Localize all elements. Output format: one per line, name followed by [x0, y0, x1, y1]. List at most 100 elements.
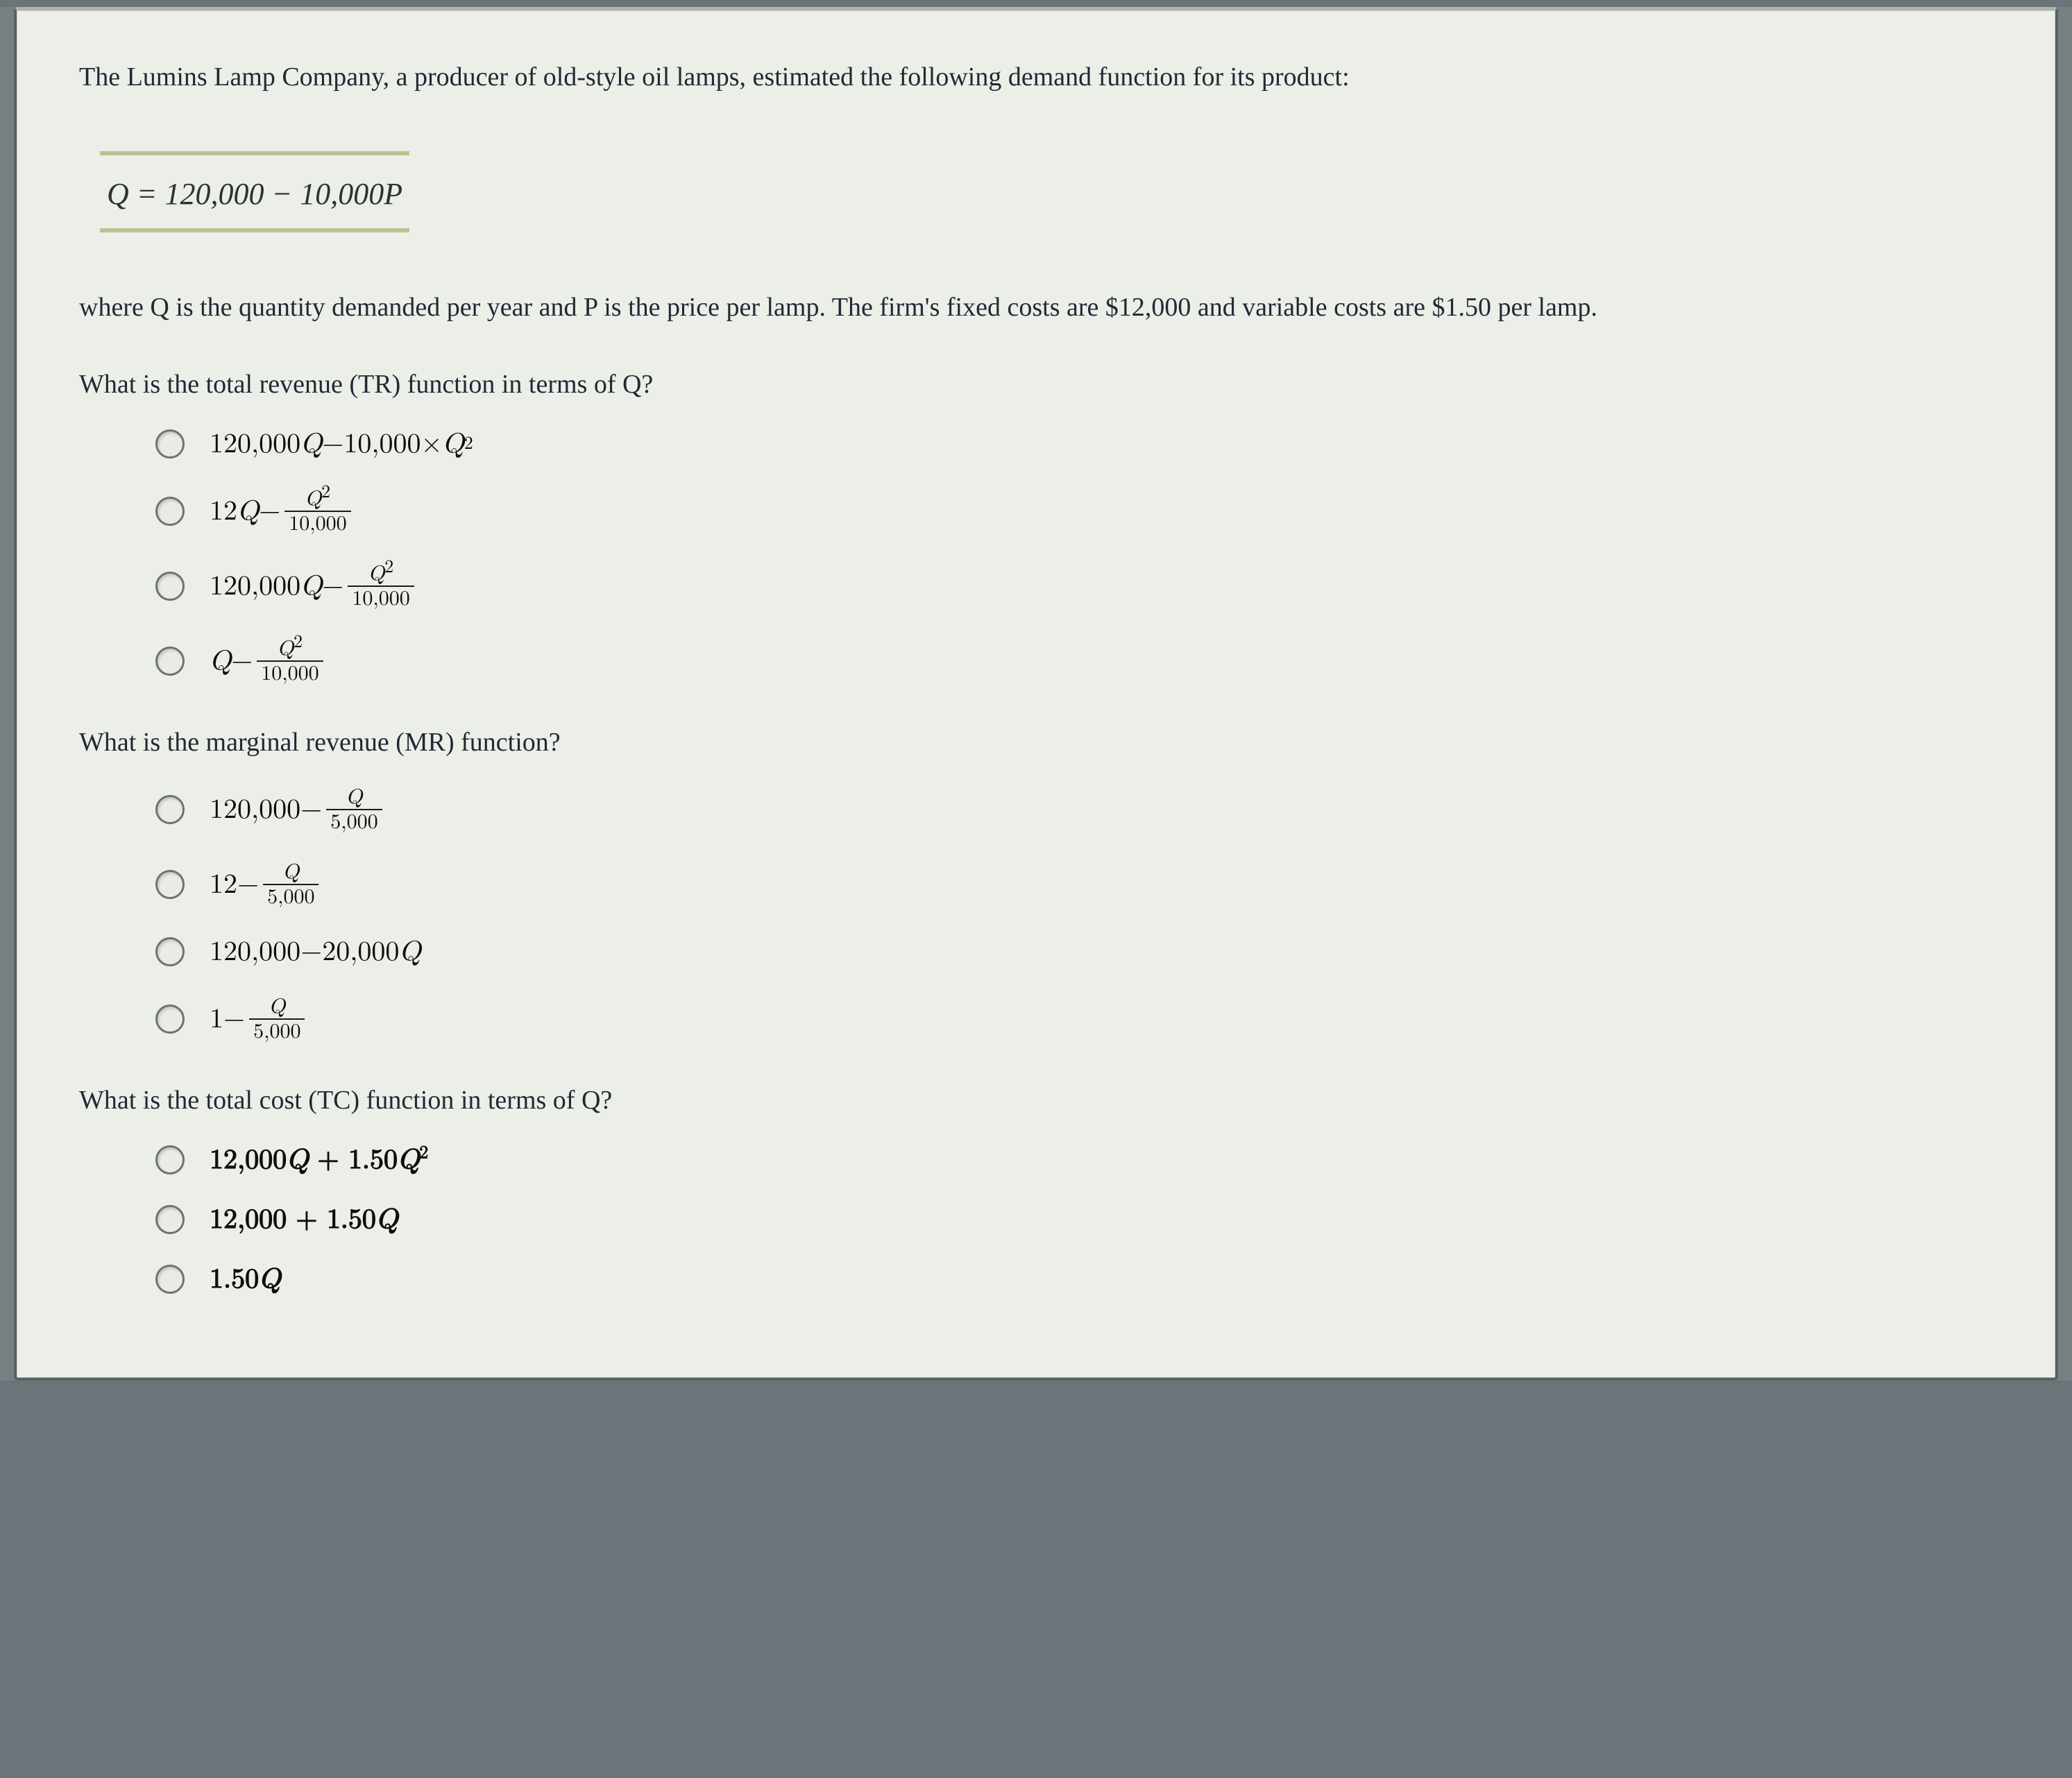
eq-P: P — [384, 177, 402, 211]
txt: Q — [287, 1146, 308, 1174]
numerator: Q2 — [301, 487, 334, 511]
txt: 2 — [419, 1145, 428, 1163]
fraction: Q 5,000 — [326, 785, 382, 834]
txt: − — [237, 868, 259, 901]
txt: − — [259, 495, 280, 528]
txt: − — [300, 793, 322, 826]
txt: Q — [259, 1265, 280, 1293]
txt: 10,000 — [343, 427, 421, 461]
txt: 2 — [294, 633, 303, 651]
numerator: Q2 — [364, 562, 398, 585]
q3-prompt: What is the total cost (TC) function in … — [79, 1085, 1993, 1115]
q2-option-b-math: 12 − Q 5,000 — [210, 860, 323, 909]
txt: − — [322, 427, 343, 461]
txt: − — [300, 935, 322, 968]
fraction: Q 5,000 — [249, 995, 305, 1043]
txt: 2 — [321, 484, 330, 502]
txt: 120,000 — [210, 935, 300, 968]
q2-option-d[interactable]: 1 − Q 5,000 — [155, 995, 1993, 1043]
q1-option-d[interactable]: Q − Q2 10,000 — [155, 637, 1993, 685]
txt: Q — [300, 570, 322, 603]
question-card: The Lumins Lamp Company, a producer of o… — [14, 7, 2058, 1380]
q3-option-a[interactable]: 12,000Q + 1.50Q2 — [155, 1143, 1993, 1177]
fraction: Q 5,000 — [263, 860, 319, 909]
txt: Q — [305, 488, 321, 509]
radio-icon[interactable] — [155, 795, 185, 824]
txt: 20,000 — [322, 935, 399, 968]
q1-option-c[interactable]: 120,000Q − Q2 10,000 — [155, 562, 1993, 610]
demand-equation-block: Q = 120,000 − 10,000P — [79, 151, 1993, 232]
txt: Q — [398, 1146, 419, 1174]
denominator: 10,000 — [285, 511, 350, 536]
radio-icon[interactable] — [155, 937, 185, 966]
txt: 120,000 — [210, 793, 300, 826]
radio-icon[interactable] — [155, 647, 185, 676]
txt: Q — [300, 427, 322, 461]
eq-sign: = — [129, 177, 165, 211]
radio-icon[interactable] — [155, 1265, 185, 1294]
txt: 12,000 — [210, 1146, 287, 1174]
txt: 1.50 — [327, 1206, 376, 1233]
q1-option-c-math: 120,000Q − Q2 10,000 — [210, 562, 418, 610]
numerator: Q — [265, 995, 289, 1018]
denominator: 10,000 — [348, 585, 414, 610]
txt: 120,000 — [210, 427, 300, 461]
q2-option-c-math: 120,000 − 20,000Q — [210, 935, 421, 968]
q1-option-d-math: Q − Q2 10,000 — [210, 637, 328, 685]
radio-icon[interactable] — [155, 429, 185, 459]
txt: 12 — [210, 495, 237, 528]
q3-option-b-math: 12,000 + 1.50Q — [210, 1203, 398, 1236]
q1-option-b[interactable]: 12Q − Q2 10,000 — [155, 487, 1993, 536]
txt: 12 — [210, 868, 237, 901]
eq-rhs-a: 120,000 — [164, 177, 264, 211]
radio-icon[interactable] — [155, 1005, 185, 1034]
q2-option-a[interactable]: 120,000 − Q 5,000 — [155, 785, 1993, 834]
txt: 120,000 — [210, 570, 300, 603]
fraction: Q2 10,000 — [285, 487, 350, 536]
q2-option-d-math: 1 − Q 5,000 — [210, 995, 309, 1043]
eq-lhs: Q — [107, 177, 129, 211]
q1-prompt: What is the total revenue (TR) function … — [79, 369, 1993, 400]
q2-option-c[interactable]: 120,000 − 20,000Q — [155, 935, 1993, 968]
txt: Q — [210, 644, 231, 678]
numerator: Q — [279, 860, 303, 884]
fraction: Q2 10,000 — [257, 637, 323, 685]
txt: 12,000 — [210, 1206, 287, 1233]
numerator: Q — [342, 785, 366, 809]
txt: 1 — [210, 1002, 223, 1036]
q1-option-a[interactable]: 120,000Q − 10,000 × Q2 — [155, 427, 1993, 461]
radio-icon[interactable] — [155, 870, 185, 899]
txt: Q — [278, 638, 294, 659]
denominator: 5,000 — [263, 884, 319, 909]
q3-option-c[interactable]: 1.50Q — [155, 1263, 1993, 1296]
txt: + — [287, 1206, 327, 1233]
radio-icon[interactable] — [155, 497, 185, 526]
denominator: 10,000 — [257, 660, 323, 685]
q2-answers: 120,000 − Q 5,000 12 − Q 5,000 — [79, 785, 1993, 1043]
txt: Q — [376, 1206, 398, 1233]
radio-icon[interactable] — [155, 1145, 185, 1174]
context-text: where Q is the quantity demanded per yea… — [79, 288, 1993, 327]
eq-minus: − — [264, 177, 300, 211]
q1-answers: 120,000Q − 10,000 × Q2 12Q − Q2 10,000 1… — [79, 427, 1993, 685]
q2-option-b[interactable]: 12 − Q 5,000 — [155, 860, 1993, 909]
q3-answers: 12,000Q + 1.50Q2 12,000 + 1.50Q 1.50Q — [79, 1143, 1993, 1296]
q2-prompt: What is the marginal revenue (MR) functi… — [79, 727, 1993, 758]
txt: × — [421, 427, 443, 461]
page-container: The Lumins Lamp Company, a producer of o… — [0, 7, 2072, 1380]
q3-option-a-math: 12,000Q + 1.50Q2 — [210, 1143, 428, 1177]
radio-icon[interactable] — [155, 1205, 185, 1234]
txt: 1.50 — [210, 1265, 259, 1293]
denominator: 5,000 — [249, 1018, 305, 1043]
txt: Q — [399, 935, 421, 968]
q3-option-c-math: 1.50Q — [210, 1263, 280, 1296]
fraction: Q2 10,000 — [348, 562, 414, 610]
txt: 2 — [384, 558, 393, 576]
txt: + — [308, 1146, 348, 1174]
txt: Q — [237, 495, 259, 528]
txt: 1.50 — [348, 1146, 398, 1174]
radio-icon[interactable] — [155, 572, 185, 601]
txt: − — [231, 644, 253, 678]
eq-rhs-b: 10,000 — [300, 177, 384, 211]
q3-option-b[interactable]: 12,000 + 1.50Q — [155, 1203, 1993, 1236]
